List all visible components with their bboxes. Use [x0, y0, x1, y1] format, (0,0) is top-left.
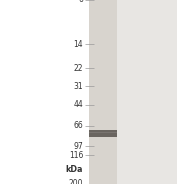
Text: 200: 200: [69, 180, 83, 184]
Text: 97: 97: [73, 141, 83, 151]
Bar: [88, 0, 177, 184]
Text: 116: 116: [69, 151, 83, 160]
Text: 6: 6: [78, 0, 83, 4]
Text: 44: 44: [73, 100, 83, 109]
Bar: [88, 130, 117, 137]
Text: 66: 66: [73, 121, 83, 130]
Text: kDa: kDa: [66, 165, 83, 174]
Bar: [88, 132, 117, 133]
Bar: [88, 0, 117, 184]
Text: 22: 22: [74, 64, 83, 73]
Text: 31: 31: [74, 82, 83, 91]
Text: 14: 14: [74, 40, 83, 49]
